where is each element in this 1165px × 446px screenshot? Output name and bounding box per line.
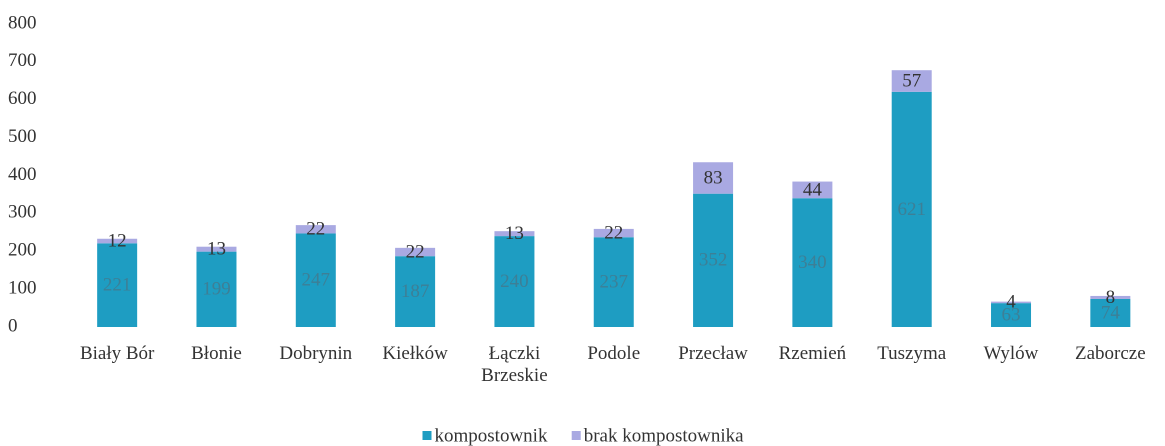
x-tick-label: Przecław: [678, 343, 748, 364]
data-label: 247: [302, 270, 331, 291]
data-label: 13: [207, 239, 226, 260]
y-tick-label: 400: [8, 164, 37, 185]
bar-segment: [1090, 298, 1131, 327]
x-tick-label: Rzemień: [778, 343, 847, 364]
bar-segment: [891, 70, 932, 92]
x-tick-label: Biały Bór: [79, 343, 155, 364]
bar-segment: [1090, 295, 1131, 299]
data-label: 13: [505, 223, 524, 244]
data-label: 12: [108, 230, 127, 251]
x-tick-label: Podole: [587, 343, 641, 364]
legend-swatch: [422, 431, 432, 440]
bar-segment: [295, 225, 336, 234]
data-label: 22: [406, 241, 425, 262]
data-label: 74: [1101, 302, 1121, 323]
bar-segment: [693, 162, 734, 194]
y-tick-label: 600: [8, 88, 37, 109]
bar-segment: [196, 251, 237, 327]
y-tick-label: 700: [8, 50, 37, 71]
data-label: 22: [604, 222, 623, 243]
bar-segment: [792, 181, 833, 199]
bar-segment: [295, 233, 336, 327]
data-label: 44: [803, 179, 823, 200]
x-tick-label: Łączki Brzeskie: [481, 343, 548, 386]
bar-segment: [196, 246, 237, 252]
bar-segment: [991, 303, 1032, 327]
data-label: 199: [202, 279, 231, 300]
data-label: 63: [1002, 304, 1021, 325]
bar-segment: [494, 236, 535, 327]
bar-segment: [792, 198, 833, 327]
bar-segment: [395, 256, 436, 327]
bar-segment: [395, 247, 436, 257]
bar-segment: [693, 193, 734, 327]
data-label: 4: [1006, 292, 1016, 313]
data-label: 8: [1106, 287, 1116, 308]
data-label: 57: [902, 70, 921, 91]
x-tick-label: Zaborcze: [1074, 343, 1146, 364]
y-tick-label: 0: [8, 315, 18, 336]
bar-segment: [494, 231, 535, 237]
data-label: 621: [897, 199, 926, 220]
y-tick-label: 300: [8, 202, 37, 223]
bar-segment: [97, 238, 138, 244]
bar-segment: [991, 301, 1032, 304]
y-tick-label: 100: [8, 277, 37, 298]
bar-segment: [593, 237, 634, 327]
data-label: 240: [500, 271, 529, 292]
bar-segment: [593, 228, 634, 238]
data-label: 237: [600, 271, 629, 292]
legend-label: brak kompostownika: [584, 425, 744, 446]
bar-segment: [97, 243, 138, 327]
data-label: 187: [401, 281, 430, 302]
data-label: 221: [103, 275, 132, 296]
data-label: 83: [704, 167, 723, 188]
x-tick-label: Tuszyma: [877, 343, 947, 364]
x-tick-label: Wylów: [983, 343, 1039, 364]
y-tick-label: 200: [8, 240, 37, 261]
data-label: 352: [699, 250, 728, 271]
x-tick-label: Dobrynin: [279, 343, 353, 364]
y-tick-label: 800: [8, 12, 37, 33]
x-tick-label: Kiełków: [382, 343, 448, 364]
data-label: 340: [798, 252, 827, 273]
y-tick-label: 500: [8, 126, 37, 147]
data-label: 22: [306, 219, 325, 240]
legend-swatch: [571, 431, 581, 440]
legend-label: kompostownik: [435, 425, 548, 446]
x-tick-label: Błonie: [191, 343, 242, 364]
bar-segment: [891, 91, 932, 327]
